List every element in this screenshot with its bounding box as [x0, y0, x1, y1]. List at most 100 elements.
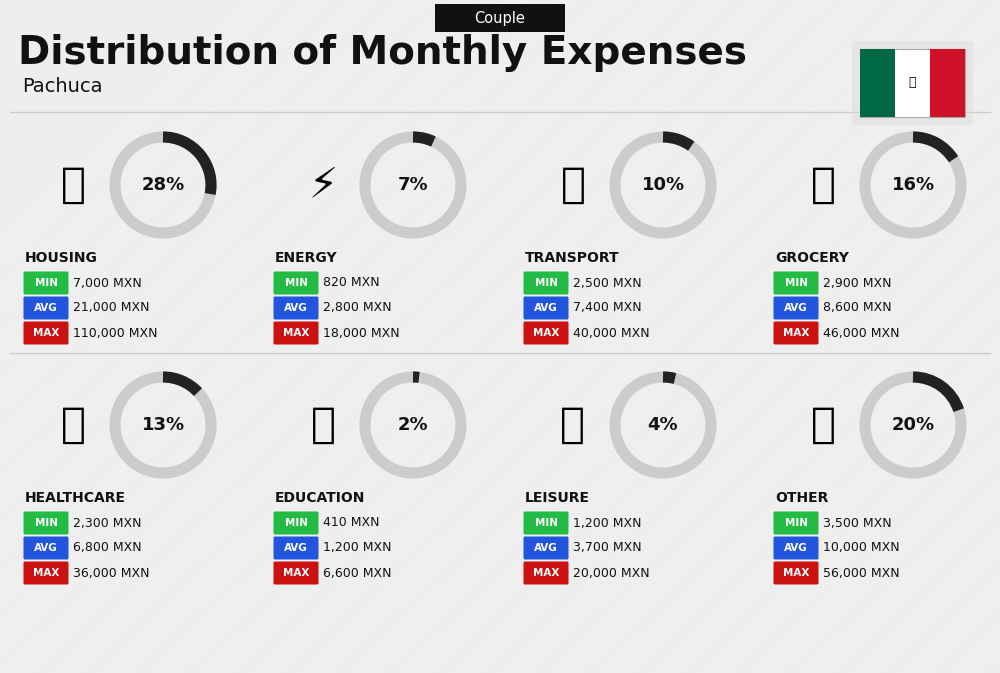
Text: AVG: AVG	[284, 543, 308, 553]
Text: 7,400 MXN: 7,400 MXN	[573, 302, 642, 314]
Polygon shape	[900, 0, 1000, 673]
Polygon shape	[0, 0, 380, 673]
Text: MIN: MIN	[285, 278, 308, 288]
FancyBboxPatch shape	[24, 297, 68, 320]
Polygon shape	[950, 0, 1000, 673]
Text: OTHER: OTHER	[775, 491, 828, 505]
Text: 🛍️: 🛍️	[560, 404, 586, 446]
Polygon shape	[100, 0, 830, 673]
Text: 6,800 MXN: 6,800 MXN	[73, 542, 142, 555]
Bar	[860, 49, 965, 117]
Text: 👛: 👛	[810, 404, 836, 446]
Polygon shape	[850, 0, 1000, 673]
Text: MAX: MAX	[783, 568, 809, 578]
FancyBboxPatch shape	[774, 511, 818, 534]
FancyBboxPatch shape	[774, 561, 818, 584]
Text: Couple: Couple	[475, 11, 525, 26]
FancyBboxPatch shape	[274, 511, 318, 534]
Text: 40,000 MXN: 40,000 MXN	[573, 326, 650, 339]
FancyBboxPatch shape	[274, 561, 318, 584]
Text: HOUSING: HOUSING	[25, 251, 98, 265]
Text: 46,000 MXN: 46,000 MXN	[823, 326, 900, 339]
FancyBboxPatch shape	[852, 41, 973, 125]
Polygon shape	[700, 0, 1000, 673]
Text: Distribution of Monthly Expenses: Distribution of Monthly Expenses	[18, 34, 747, 72]
Text: 18,000 MXN: 18,000 MXN	[323, 326, 400, 339]
Bar	[930, 49, 965, 117]
Text: LEISURE: LEISURE	[525, 491, 590, 505]
FancyBboxPatch shape	[435, 4, 565, 32]
Text: MIN: MIN	[34, 518, 58, 528]
Text: 4%: 4%	[648, 416, 678, 434]
Text: 🚌: 🚌	[560, 164, 586, 206]
Polygon shape	[450, 0, 1000, 673]
Text: MIN: MIN	[784, 518, 808, 528]
Polygon shape	[150, 0, 880, 673]
Text: AVG: AVG	[784, 543, 808, 553]
Polygon shape	[0, 0, 630, 673]
Polygon shape	[750, 0, 1000, 673]
Text: 🏢: 🏢	[60, 164, 86, 206]
Text: Pachuca: Pachuca	[22, 77, 103, 96]
Polygon shape	[0, 0, 580, 673]
Polygon shape	[0, 0, 330, 673]
Text: MAX: MAX	[533, 568, 559, 578]
Text: GROCERY: GROCERY	[775, 251, 849, 265]
Bar	[860, 49, 895, 117]
FancyBboxPatch shape	[524, 561, 568, 584]
Polygon shape	[0, 0, 680, 673]
FancyBboxPatch shape	[774, 297, 818, 320]
FancyBboxPatch shape	[24, 511, 68, 534]
Text: 6,600 MXN: 6,600 MXN	[323, 567, 392, 579]
Polygon shape	[250, 0, 980, 673]
Text: MAX: MAX	[283, 328, 309, 338]
Polygon shape	[650, 0, 1000, 673]
FancyBboxPatch shape	[524, 511, 568, 534]
Text: 🎓: 🎓	[310, 404, 336, 446]
FancyBboxPatch shape	[524, 536, 568, 559]
Text: EDUCATION: EDUCATION	[275, 491, 365, 505]
Text: AVG: AVG	[534, 543, 558, 553]
Text: 820 MXN: 820 MXN	[323, 277, 380, 289]
Polygon shape	[0, 0, 430, 673]
Text: 2,500 MXN: 2,500 MXN	[573, 277, 642, 289]
Text: AVG: AVG	[34, 543, 58, 553]
Text: TRANSPORT: TRANSPORT	[525, 251, 620, 265]
FancyBboxPatch shape	[774, 322, 818, 345]
FancyBboxPatch shape	[774, 536, 818, 559]
Text: 1,200 MXN: 1,200 MXN	[323, 542, 392, 555]
Text: MAX: MAX	[533, 328, 559, 338]
Text: 8,600 MXN: 8,600 MXN	[823, 302, 892, 314]
FancyBboxPatch shape	[24, 561, 68, 584]
Text: 28%: 28%	[141, 176, 185, 194]
Text: MIN: MIN	[784, 278, 808, 288]
Text: AVG: AVG	[284, 303, 308, 313]
Text: 56,000 MXN: 56,000 MXN	[823, 567, 900, 579]
Text: 16%: 16%	[891, 176, 935, 194]
Text: 7%: 7%	[398, 176, 428, 194]
Text: 1,200 MXN: 1,200 MXN	[573, 516, 642, 530]
Text: 13%: 13%	[141, 416, 185, 434]
Polygon shape	[600, 0, 1000, 673]
FancyBboxPatch shape	[24, 271, 68, 295]
FancyBboxPatch shape	[774, 271, 818, 295]
Text: 10%: 10%	[641, 176, 685, 194]
Text: MIN: MIN	[34, 278, 58, 288]
Text: 410 MXN: 410 MXN	[323, 516, 380, 530]
Text: HEALTHCARE: HEALTHCARE	[25, 491, 126, 505]
Polygon shape	[0, 0, 480, 673]
Text: 110,000 MXN: 110,000 MXN	[73, 326, 158, 339]
Text: 2,800 MXN: 2,800 MXN	[323, 302, 392, 314]
Text: 21,000 MXN: 21,000 MXN	[73, 302, 150, 314]
Text: 2%: 2%	[398, 416, 428, 434]
Text: MAX: MAX	[33, 328, 59, 338]
FancyBboxPatch shape	[274, 322, 318, 345]
Text: 36,000 MXN: 36,000 MXN	[73, 567, 150, 579]
Text: MAX: MAX	[283, 568, 309, 578]
Polygon shape	[400, 0, 1000, 673]
FancyBboxPatch shape	[24, 536, 68, 559]
FancyBboxPatch shape	[524, 322, 568, 345]
Polygon shape	[200, 0, 930, 673]
Text: 2,900 MXN: 2,900 MXN	[823, 277, 892, 289]
Text: 🛒: 🛒	[810, 164, 836, 206]
